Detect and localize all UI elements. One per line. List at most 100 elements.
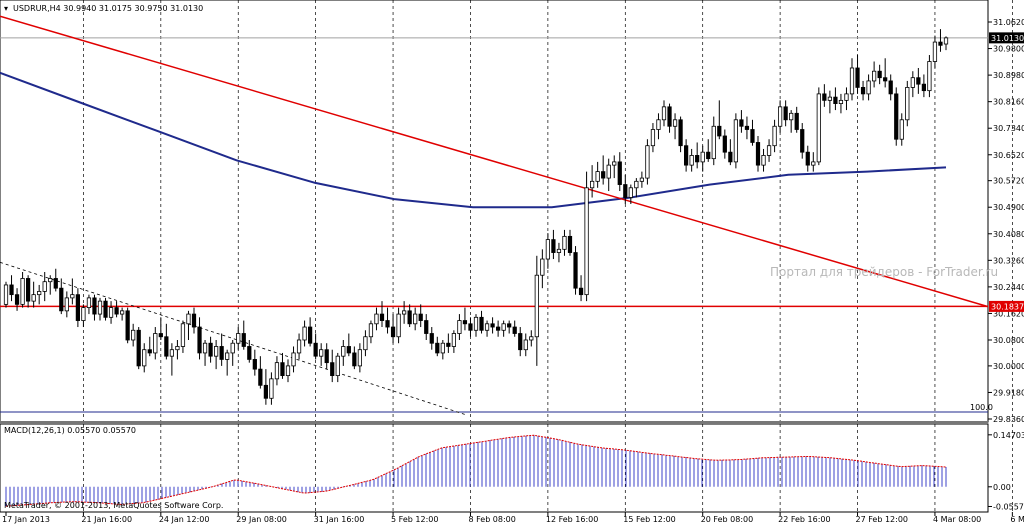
candle	[778, 100, 783, 133]
candle-body	[661, 106, 667, 121]
candle-body	[684, 145, 689, 166]
candle	[783, 100, 788, 127]
price-tick-label: 30.1620	[993, 309, 1024, 318]
candle-body	[667, 106, 672, 127]
candle-body	[236, 333, 241, 344]
date-tick-label: 29 Jan 08:00	[236, 515, 287, 524]
candle-body	[678, 119, 683, 147]
candle	[402, 301, 407, 324]
candle	[816, 87, 821, 166]
candle	[838, 93, 844, 114]
candle	[214, 339, 219, 370]
date-tick-label: 5 Feb 12:00	[391, 515, 438, 524]
candle	[590, 165, 595, 198]
candle	[700, 145, 705, 172]
candle	[219, 333, 224, 366]
candle-body	[247, 346, 252, 360]
candle-body	[507, 323, 512, 328]
price-tick-label: 30.8980	[993, 71, 1024, 80]
candle	[905, 80, 910, 127]
support-price-marker: 30.1837	[989, 300, 1024, 312]
candle	[379, 301, 385, 328]
candle-body	[429, 333, 434, 344]
candle	[230, 339, 235, 366]
candle	[512, 320, 517, 337]
candle-body	[888, 80, 893, 95]
candle	[3, 281, 9, 308]
candle	[772, 119, 777, 153]
candle-body	[175, 346, 180, 351]
trend-line[interactable]	[0, 15, 989, 308]
candle-body	[214, 346, 219, 357]
candle	[711, 116, 716, 166]
candle-body	[800, 129, 805, 153]
candle-body	[484, 323, 490, 331]
price-tick-label: 31.0620	[993, 18, 1024, 27]
candle	[584, 171, 589, 302]
candle	[623, 174, 628, 204]
candle	[457, 314, 462, 340]
candle-body	[462, 320, 468, 325]
candle	[396, 307, 401, 344]
candle-body	[899, 119, 904, 140]
candle-body	[573, 252, 578, 289]
candle-body	[584, 187, 589, 296]
candle	[413, 307, 418, 331]
candle-body	[59, 287, 64, 312]
candle	[728, 139, 733, 166]
dropdown-arrow-icon[interactable]: ▾	[4, 4, 8, 13]
candle	[319, 343, 324, 366]
candle	[153, 327, 158, 360]
candle-body	[479, 316, 484, 331]
candle	[14, 288, 20, 311]
candle-body	[269, 378, 274, 399]
candles	[3, 29, 949, 405]
candle-body	[916, 77, 921, 85]
date-tick-label: 24 Jan 12:00	[159, 515, 210, 524]
candle-body	[413, 313, 418, 325]
candle-body	[943, 37, 949, 45]
date-tick-label: 31 Jan 16:00	[314, 515, 365, 524]
candle	[9, 275, 14, 302]
candle	[64, 291, 69, 318]
candle-body	[368, 323, 374, 338]
candle	[855, 55, 860, 94]
candle-body	[910, 77, 915, 88]
candle-body	[811, 161, 816, 166]
candle-body	[108, 307, 114, 318]
candle-body	[722, 135, 727, 153]
candle	[827, 90, 832, 114]
candle	[37, 284, 42, 305]
candle-body	[855, 67, 860, 88]
candle	[540, 249, 545, 289]
candle-body	[711, 125, 716, 160]
candle	[921, 74, 926, 98]
candle	[750, 119, 755, 146]
macd-axis: 0.14703 0.00 -0.05571	[988, 431, 1024, 511]
candle-body	[274, 362, 280, 380]
candle-body	[733, 119, 738, 163]
candle	[849, 58, 855, 101]
pane-separator[interactable]	[0, 421, 988, 424]
candle-body	[374, 313, 379, 325]
candle-body	[766, 145, 772, 156]
candle	[634, 178, 639, 198]
candle-body	[601, 171, 606, 179]
candle-body	[628, 187, 633, 198]
candle	[529, 330, 534, 347]
candle	[612, 155, 617, 179]
candle	[202, 339, 208, 366]
candle-body	[64, 297, 69, 312]
candle	[269, 372, 274, 405]
candle-body	[48, 278, 53, 283]
candle-body	[313, 342, 318, 357]
date-tick-label: 12 Feb 16:00	[546, 515, 598, 524]
candle-body	[402, 310, 407, 315]
macd-tick-label: -0.05571	[993, 502, 1024, 511]
candle	[518, 327, 523, 357]
candle	[252, 349, 257, 376]
candle-body	[42, 281, 47, 292]
candle-body	[772, 125, 777, 147]
copyright: MetaTrader, © 2001-2013, MetaQuotes Soft…	[4, 501, 223, 510]
